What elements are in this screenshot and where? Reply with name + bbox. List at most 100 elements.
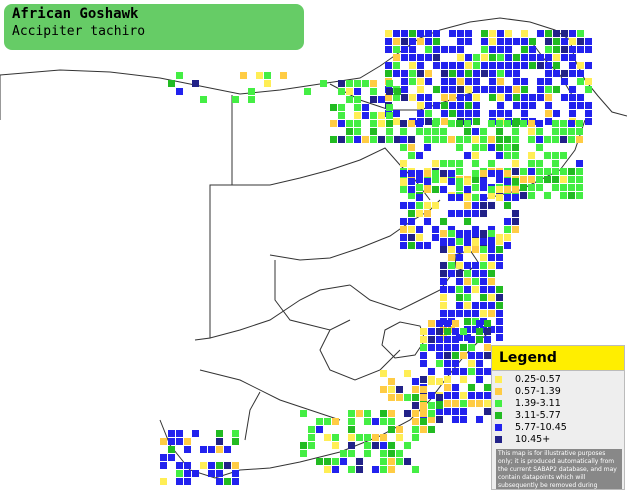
sighting-cell bbox=[456, 234, 463, 241]
sighting-cell bbox=[561, 70, 568, 77]
sighting-cell bbox=[441, 46, 448, 53]
sighting-cell bbox=[448, 286, 455, 293]
sighting-cell bbox=[308, 442, 315, 449]
sighting-cell bbox=[456, 278, 463, 285]
sighting-cell bbox=[473, 110, 480, 117]
sighting-cell bbox=[400, 226, 407, 233]
sighting-cell bbox=[401, 78, 408, 85]
sighting-cell bbox=[552, 136, 559, 143]
sighting-cell bbox=[537, 78, 544, 85]
sighting-cell bbox=[457, 38, 464, 45]
sighting-cell bbox=[496, 326, 503, 333]
sighting-cell bbox=[553, 46, 560, 53]
sighting-cell bbox=[354, 88, 361, 95]
sighting-cell bbox=[452, 328, 459, 335]
sighting-cell bbox=[528, 120, 535, 127]
sighting-cell bbox=[552, 168, 559, 175]
sighting-cell bbox=[208, 446, 215, 453]
sighting-cell bbox=[473, 102, 480, 109]
sighting-cell bbox=[354, 112, 361, 119]
sighting-cell bbox=[488, 202, 495, 209]
sighting-cell bbox=[561, 38, 568, 45]
sighting-cell bbox=[497, 102, 504, 109]
sighting-cell bbox=[386, 88, 393, 95]
sighting-cell bbox=[521, 78, 528, 85]
sighting-cell bbox=[561, 94, 568, 101]
sighting-cell bbox=[316, 458, 323, 465]
sighting-cell bbox=[457, 62, 464, 69]
sighting-cell bbox=[476, 352, 483, 359]
sighting-cell bbox=[393, 38, 400, 45]
sighting-cell bbox=[473, 94, 480, 101]
sighting-cell bbox=[424, 178, 431, 185]
sighting-cell bbox=[417, 78, 424, 85]
sighting-cell bbox=[456, 294, 463, 301]
sighting-cell bbox=[408, 210, 415, 217]
sighting-cell bbox=[476, 376, 483, 383]
sighting-cell bbox=[380, 458, 387, 465]
sighting-cell bbox=[568, 192, 575, 199]
sighting-cell bbox=[537, 62, 544, 69]
sighting-cell bbox=[468, 392, 475, 399]
sighting-cell bbox=[401, 30, 408, 37]
sighting-cell bbox=[424, 210, 431, 217]
sighting-cell bbox=[160, 454, 167, 461]
sighting-cell bbox=[476, 392, 483, 399]
sighting-cell bbox=[444, 384, 451, 391]
sa-province-4 bbox=[199, 369, 341, 421]
sighting-cell bbox=[176, 478, 183, 485]
sighting-cell bbox=[433, 62, 440, 69]
sighting-cell bbox=[176, 462, 183, 469]
sighting-cell bbox=[362, 136, 369, 143]
sighting-cell bbox=[577, 38, 584, 45]
sighting-cell bbox=[577, 94, 584, 101]
sighting-cell bbox=[408, 178, 415, 185]
sighting-cell bbox=[480, 278, 487, 285]
sighting-cell bbox=[568, 176, 575, 183]
sighting-cell bbox=[388, 378, 395, 385]
legend-item: 5.77-10.45 bbox=[495, 422, 623, 433]
sighting-cell bbox=[545, 70, 552, 77]
sighting-cell bbox=[380, 434, 387, 441]
sighting-cell bbox=[420, 386, 427, 393]
sighting-cell bbox=[489, 54, 496, 61]
sighting-cell bbox=[560, 120, 567, 127]
sighting-cell bbox=[512, 210, 519, 217]
sighting-cell bbox=[380, 386, 387, 393]
sighting-cell bbox=[400, 120, 407, 127]
sighting-cell bbox=[168, 438, 175, 445]
sighting-cell bbox=[425, 30, 432, 37]
sighting-cell bbox=[488, 186, 495, 193]
sighting-cell bbox=[457, 94, 464, 101]
sighting-cell bbox=[576, 128, 583, 135]
sighting-cell bbox=[449, 30, 456, 37]
sighting-cell bbox=[330, 120, 337, 127]
sighting-cell bbox=[560, 168, 567, 175]
sighting-cell bbox=[464, 302, 471, 309]
sighting-cell bbox=[497, 110, 504, 117]
sa-province-1 bbox=[274, 260, 351, 331]
sighting-cell bbox=[428, 392, 435, 399]
sighting-cell bbox=[521, 46, 528, 53]
sighting-cell bbox=[449, 62, 456, 69]
sighting-cell bbox=[472, 234, 479, 241]
sighting-cell bbox=[464, 218, 471, 225]
sighting-cell bbox=[420, 410, 427, 417]
sighting-cell bbox=[400, 218, 407, 225]
sighting-cell bbox=[521, 62, 528, 69]
sighting-cell bbox=[280, 72, 287, 79]
sighting-cell bbox=[545, 30, 552, 37]
sighting-cell bbox=[386, 128, 393, 135]
legend-label: 10.45+ bbox=[515, 434, 551, 445]
sighting-cell bbox=[416, 152, 423, 159]
sighting-cell bbox=[440, 262, 447, 269]
species-scientific-name: Accipiter tachiro bbox=[12, 24, 146, 39]
sighting-cell bbox=[425, 102, 432, 109]
sighting-cell bbox=[576, 120, 583, 127]
sighting-cell bbox=[460, 376, 467, 383]
sighting-cell bbox=[561, 30, 568, 37]
sighting-cell bbox=[424, 186, 431, 193]
sighting-cell bbox=[448, 178, 455, 185]
sighting-cell bbox=[488, 192, 495, 199]
sighting-cell bbox=[441, 78, 448, 85]
